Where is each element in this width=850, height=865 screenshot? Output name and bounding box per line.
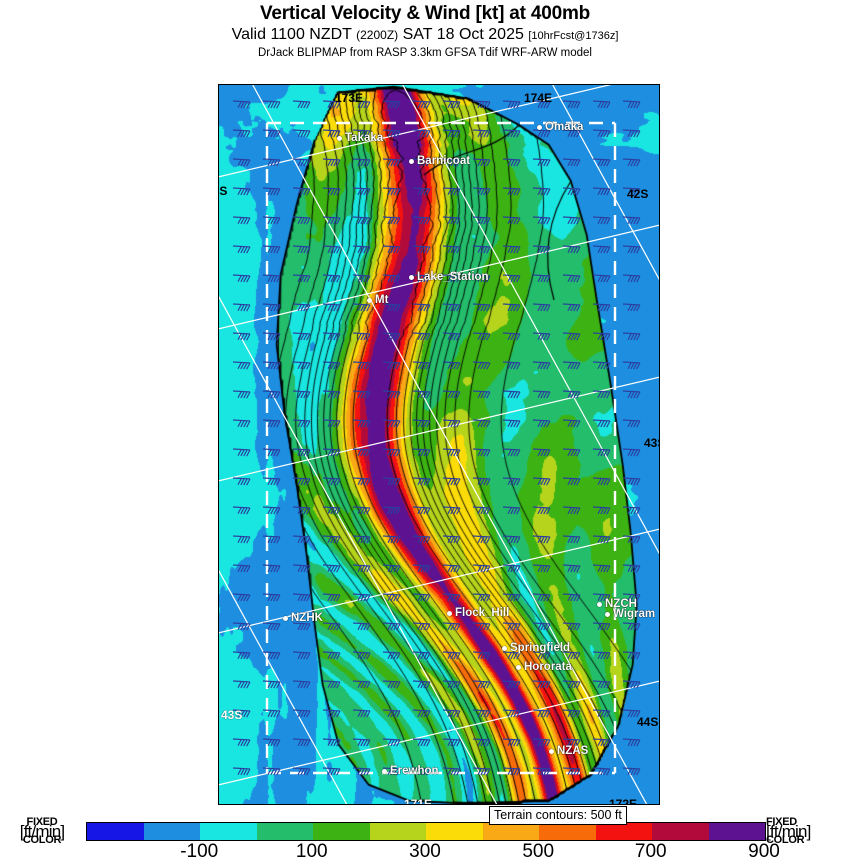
colorbar-unit-label-left: [ft/min] (19, 822, 65, 841)
colorbar-segment-4 (313, 823, 370, 840)
colorbar-segment-9 (595, 823, 652, 840)
colorbar-units-right: FIXED [ft/min] COLOR (766, 817, 850, 846)
vertical-velocity-raster (219, 85, 659, 804)
colorbar-segment-1 (143, 823, 200, 840)
colorbar-tick-100: 100 (295, 841, 328, 862)
colorbar-fixed-label-right: FIXED (766, 816, 797, 828)
colorbar-segment-0 (87, 823, 144, 840)
valid-time-zulu: (2200Z) (356, 28, 399, 42)
chart-header: Vertical Velocity & Wind [kt] at 400mb V… (0, 0, 850, 61)
model-description: DrJack BLIPMAP from RASP 3.3km GFSA Tdif… (257, 47, 592, 59)
colorbar-tick-900: 900 (748, 841, 780, 862)
colorbar-color-label-left: COLOR (22, 834, 62, 846)
colorbar-area: FIXED [ft/min] COLOR -100 100 300 500 700 900… (0, 812, 850, 863)
terrain-contour-note: Terrain contours: 500 ft (489, 806, 627, 825)
colorbar-segment-7 (482, 823, 539, 840)
colorbar-segment-11 (708, 823, 765, 840)
colorbar-tick-labels: -100 100 300 500 700 900 (86, 841, 780, 865)
colorbar-segment-2 (200, 823, 257, 840)
colorbar-unit-label-right: [ft/min] (766, 822, 811, 841)
forecast-tag: [10hrFcst@1736z] (528, 30, 619, 42)
colorbar-tick-700: 700 (634, 841, 667, 862)
colorbar-segment-10 (652, 823, 709, 840)
colorbar-tick--100: -100 (180, 841, 219, 862)
colorbar-segment-8 (539, 823, 596, 840)
colorbar-segment-6 (426, 823, 483, 840)
valid-date: SAT 18 Oct 2025 (402, 26, 524, 43)
page-title: Vertical Velocity & Wind [kt] at 400mb (259, 3, 591, 24)
valid-time-line: Valid 1100 NZDT (2200Z) SAT 18 Oct 2025 … (0, 25, 850, 46)
colorbar-fixed-label-left: FIXED (26, 816, 58, 828)
colorbar-units-left: FIXED [ft/min] COLOR (0, 817, 84, 846)
valid-time-prefix: Valid 1100 NZDT (231, 26, 352, 43)
colorbar-segment-5 (369, 823, 426, 840)
colorbar-tick-500: 500 (522, 841, 555, 862)
colorbar-tick-300: 300 (409, 841, 441, 862)
colorbar-color-label-right: COLOR (766, 834, 805, 846)
forecast-map[interactable]: Takaka Omaka Barnicoat Lake_Station Mt NZHK Fl… (218, 84, 660, 805)
colorbar-segment-3 (256, 823, 313, 840)
color-scale-bar (86, 822, 766, 841)
